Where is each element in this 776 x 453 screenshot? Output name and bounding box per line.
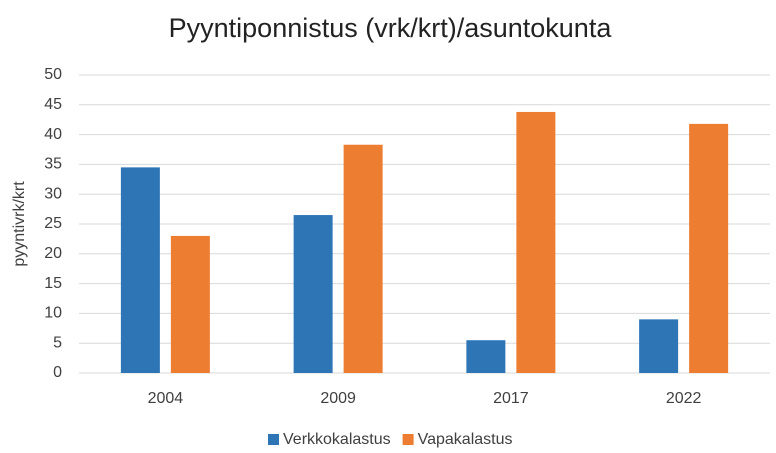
x-tick-label: 2009 bbox=[320, 390, 356, 407]
legend-swatch bbox=[268, 434, 279, 445]
y-tick-label: 15 bbox=[44, 275, 62, 292]
y-tick-label: 20 bbox=[44, 245, 62, 262]
bar bbox=[170, 235, 210, 373]
y-tick-label: 40 bbox=[44, 126, 62, 143]
y-tick-label: 30 bbox=[44, 185, 62, 202]
legend-label: Verkkokalastus bbox=[283, 431, 391, 448]
bar bbox=[293, 215, 333, 373]
x-tick-label: 2004 bbox=[148, 390, 184, 407]
x-tick-label: 2022 bbox=[666, 390, 702, 407]
legend-label: Vapakalastus bbox=[418, 431, 513, 448]
y-tick-label: 10 bbox=[44, 305, 62, 322]
y-tick-label: 5 bbox=[53, 334, 62, 351]
legend-swatch bbox=[402, 434, 414, 445]
y-tick-label: 0 bbox=[53, 364, 62, 381]
bar bbox=[466, 340, 506, 373]
chart-title: Pyyntiponnistus (vrk/krt)/asuntokunta bbox=[169, 13, 613, 43]
y-tick-label: 50 bbox=[44, 66, 62, 83]
bar bbox=[120, 167, 160, 373]
bar bbox=[343, 144, 383, 373]
y-tick-label: 45 bbox=[44, 96, 62, 113]
y-axis-label: pyyntivrk/krt bbox=[11, 181, 28, 267]
y-tick-label: 25 bbox=[44, 215, 62, 232]
bar bbox=[689, 123, 729, 373]
bar bbox=[639, 319, 679, 373]
y-tick-label: 35 bbox=[44, 156, 62, 173]
x-tick-label: 2017 bbox=[493, 390, 529, 407]
bar bbox=[516, 111, 556, 374]
